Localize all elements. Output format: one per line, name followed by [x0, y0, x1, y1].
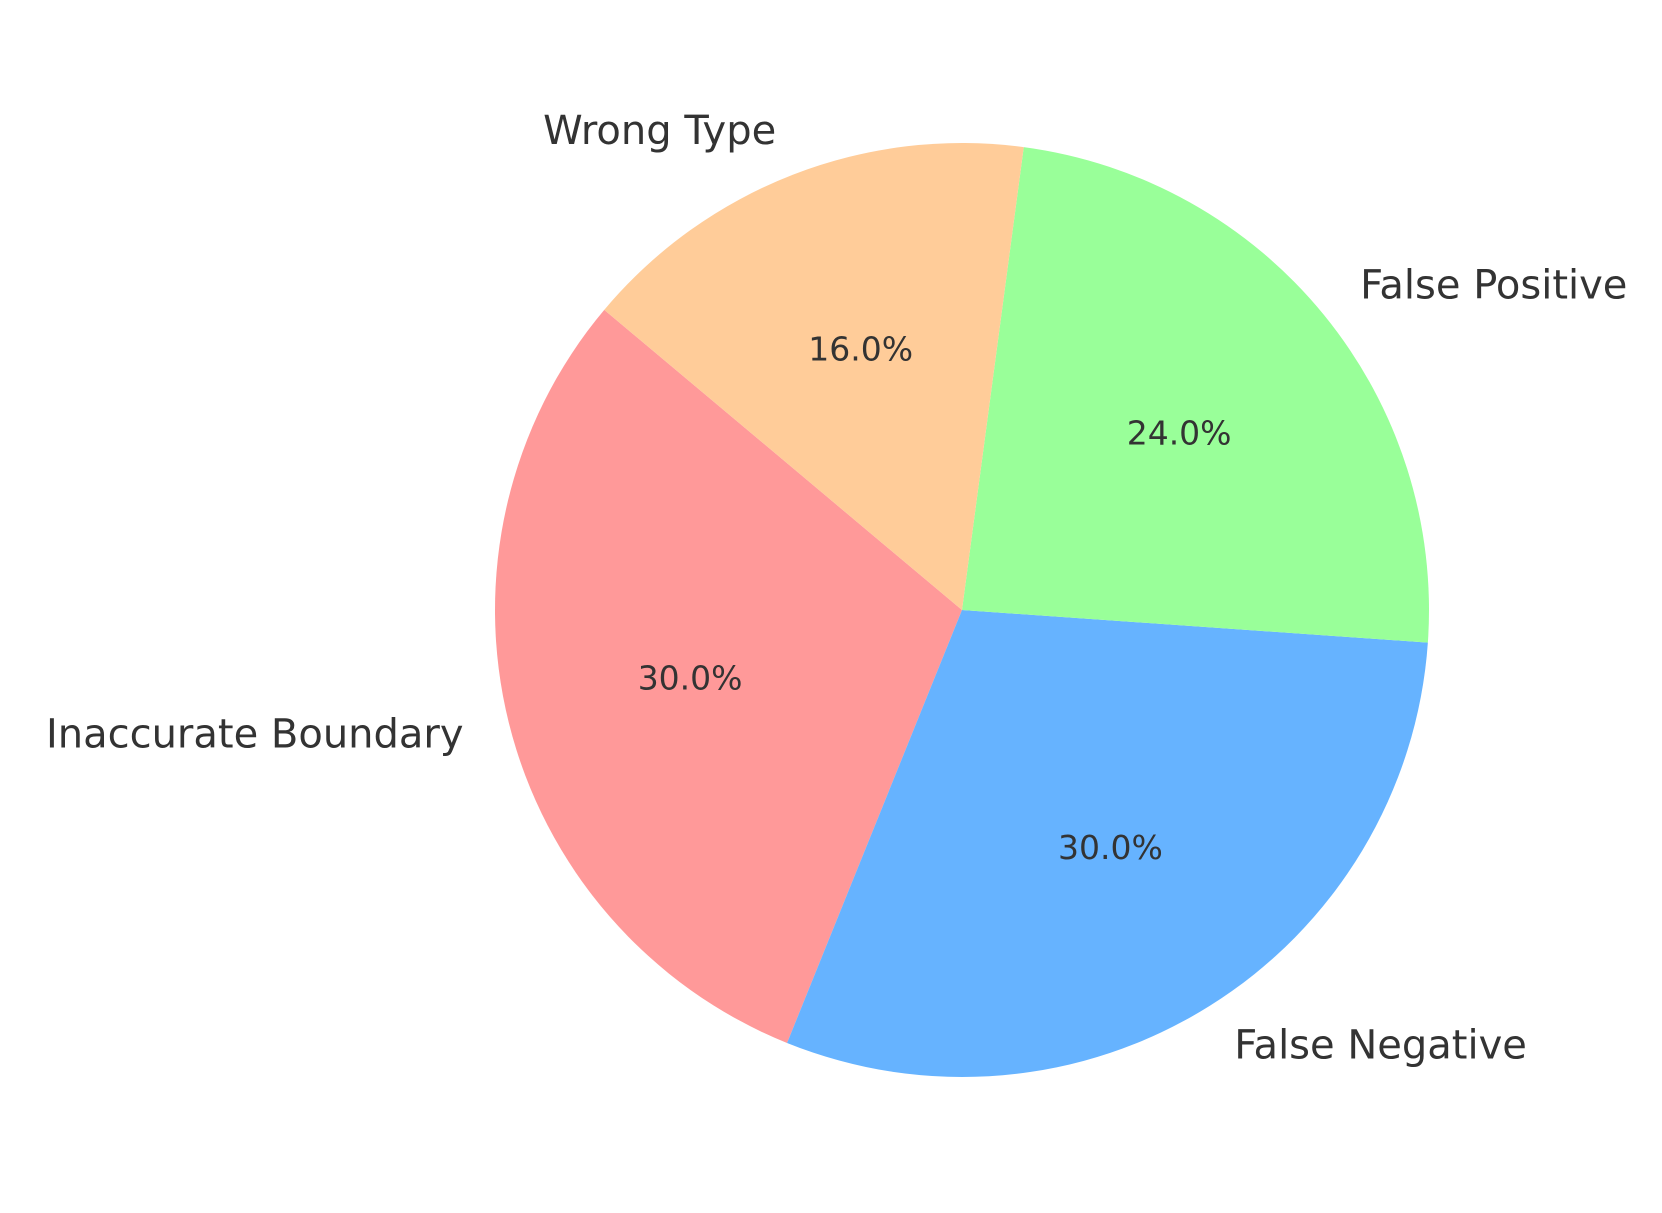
pie-percent-label-inaccurate-boundary: 30.0% — [638, 658, 743, 697]
pie-category-label-false-positive: False Positive — [1360, 262, 1627, 308]
pie-category-label-inaccurate-boundary: Inaccurate Boundary — [46, 711, 464, 757]
pie-slice-inaccurate-boundary — [495, 309, 962, 1043]
pie-labels: 30.0% Inaccurate Boundary 30.0% False Negat… — [46, 108, 1627, 1069]
pie-category-label-wrong-type: Wrong Type — [543, 108, 776, 154]
pie-slices — [495, 142, 1429, 1077]
pie-category-label-false-negative: False Negative — [1234, 1023, 1527, 1069]
pie-percent-label-wrong-type: 16.0% — [808, 329, 913, 368]
pie-percent-label-false-negative: 30.0% — [1058, 828, 1163, 867]
pie-slice-false-positive — [962, 147, 1429, 643]
pie-slice-wrong-type — [604, 142, 1024, 610]
pie-slice-false-negative — [787, 610, 1428, 1077]
pie-percent-label-false-positive: 24.0% — [1127, 413, 1232, 452]
